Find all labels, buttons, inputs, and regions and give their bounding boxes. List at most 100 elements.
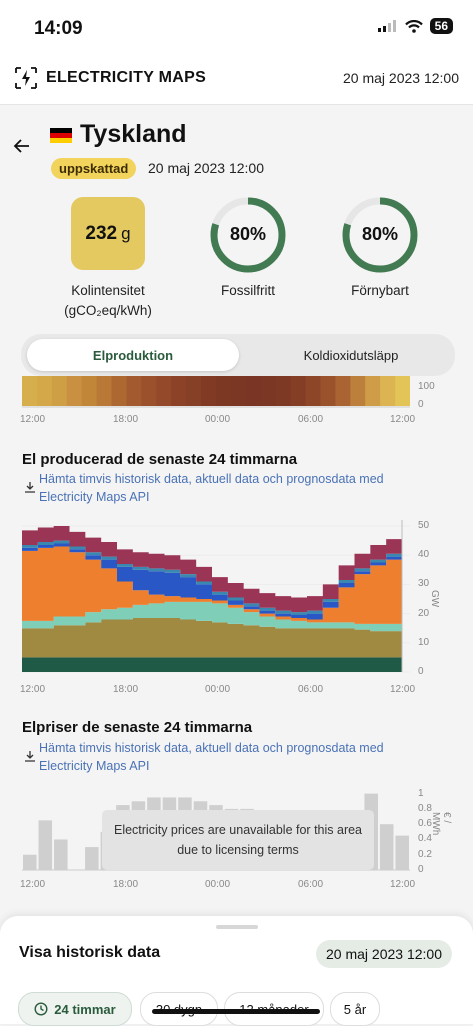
history-date[interactable]: 20 maj 2023 12:00: [316, 940, 452, 968]
intensity-cell[interactable]: [81, 376, 98, 406]
range-label: 24 timmar: [54, 1001, 116, 1017]
intensity-cell[interactable]: [365, 376, 381, 406]
price-x-tick: 00:00: [205, 879, 231, 890]
production-x-tick: 12:00: [20, 684, 46, 695]
production-chart[interactable]: [22, 520, 410, 678]
production-y-tick: 30: [418, 578, 430, 590]
intensity-cell[interactable]: [395, 376, 410, 406]
brand-name: ELECTRICITY MAPS: [46, 69, 207, 86]
wifi-icon: [404, 19, 423, 33]
zone-date: 20 maj 2023 12:00: [148, 160, 264, 176]
production-y-tick: 20: [418, 607, 430, 619]
estimated-badge[interactable]: uppskattad: [51, 158, 137, 179]
production-series-6[interactable]: [22, 526, 402, 613]
zone-title: Tyskland: [80, 120, 187, 148]
status-bar: 14:09 56: [0, 0, 473, 54]
price-bar[interactable]: [54, 839, 68, 870]
sheet-drag-handle[interactable]: [216, 925, 258, 929]
price-bar[interactable]: [395, 835, 409, 870]
electricity-maps-logo-icon: [15, 67, 37, 89]
status-time: 14:09: [34, 18, 83, 39]
intensity-cell[interactable]: [111, 376, 127, 406]
fossil-free-donut: [210, 197, 286, 273]
production-y-tick: 50: [418, 520, 430, 531]
intensity-cell[interactable]: [320, 376, 336, 406]
prices-api-link[interactable]: Hämta timvis historisk data, aktuell dat…: [39, 741, 384, 773]
price-y-tick: 0: [418, 864, 424, 875]
intensity-cell[interactable]: [216, 376, 232, 406]
back-arrow-icon[interactable]: [12, 136, 32, 156]
clock-icon: [34, 1002, 48, 1016]
intensity-cell[interactable]: [350, 376, 366, 406]
history-title: Visa historisk data: [19, 944, 161, 961]
price-y-tick: 0.4: [418, 833, 432, 845]
carbon-intensity-unit-label: (gCO₂eq/kWh): [64, 303, 152, 318]
production-series-3[interactable]: [22, 546, 402, 624]
fossil-free-arc: [210, 197, 286, 273]
status-icons: 56: [377, 18, 453, 34]
fossil-free-label: Fossilfritt: [221, 283, 275, 298]
intensity-cell[interactable]: [51, 376, 68, 406]
intensity-cell[interactable]: [230, 376, 247, 406]
strip-x-tick: 12:00: [390, 414, 416, 425]
carbon-intensity-box: 232 g: [71, 197, 145, 270]
carbon-intensity-strip[interactable]: [22, 376, 410, 408]
production-series-1[interactable]: [22, 617, 402, 658]
intensity-cell[interactable]: [290, 376, 307, 406]
price-x-tick: 12:00: [390, 879, 416, 890]
price-x-tick: 06:00: [298, 879, 324, 890]
price-bar[interactable]: [379, 824, 394, 870]
intensity-cell[interactable]: [260, 376, 277, 406]
download-icon: [25, 751, 35, 762]
carbon-intensity-label: Kolintensitet: [71, 283, 145, 298]
production-api-link[interactable]: Hämta timvis historisk data, aktuell dat…: [39, 472, 384, 504]
intensity-cell[interactable]: [380, 376, 396, 406]
strip-x-tick: 00:00: [205, 414, 231, 425]
intensity-cell[interactable]: [156, 376, 172, 406]
renewable-donut: [342, 197, 418, 273]
intensity-cell[interactable]: [275, 376, 292, 406]
production-x-tick: 00:00: [205, 684, 231, 695]
app-header: ELECTRICITY MAPS 20 maj 2023 12:00: [0, 54, 473, 105]
price-bar[interactable]: [38, 820, 53, 870]
chart-mode-toggle: Elproduktion Koldioxidutsläpp: [21, 334, 455, 376]
strip-x-tick: 12:00: [20, 414, 46, 425]
fossil-free-value: 80%: [229, 224, 267, 244]
intensity-cell[interactable]: [96, 376, 113, 406]
tab-elproduktion[interactable]: Elproduktion: [27, 339, 239, 371]
germany-flag-icon: [50, 128, 72, 143]
production-x-tick: 06:00: [298, 684, 324, 695]
intensity-cell[interactable]: [36, 376, 53, 406]
strip-y-tick: 100: [418, 381, 435, 392]
intensity-cell[interactable]: [126, 376, 142, 406]
tab-koldioxidutslapp[interactable]: Koldioxidutsläpp: [303, 347, 399, 363]
price-y-tick: 0.6: [418, 818, 432, 830]
prices-unavailable-message: Electricity prices are unavailable for t…: [102, 810, 374, 870]
header-date[interactable]: 20 maj 2023 12:00: [343, 70, 459, 86]
renewable-arc: [342, 197, 418, 273]
range-label: 5 år: [343, 1001, 367, 1017]
production-series-0[interactable]: [22, 657, 402, 672]
intensity-cell[interactable]: [201, 376, 217, 406]
intensity-cell[interactable]: [186, 376, 202, 406]
range-5-ar-button[interactable]: 5 år: [330, 992, 380, 1026]
price-y-tick: 0.2: [418, 848, 432, 860]
intensity-cell[interactable]: [66, 376, 83, 406]
price-bar[interactable]: [85, 847, 99, 870]
intensity-cell[interactable]: [245, 376, 262, 406]
intensity-cell[interactable]: [335, 376, 351, 406]
strip-x-tick: 18:00: [113, 414, 139, 425]
price-y-tick: 1: [418, 787, 424, 799]
price-x-tick: 18:00: [113, 879, 139, 890]
intensity-cell[interactable]: [305, 376, 321, 406]
cellular-signal-icon: [377, 20, 396, 32]
renewable-value: 80%: [361, 224, 399, 244]
intensity-cell[interactable]: [22, 376, 38, 406]
renewable-label: Förnybart: [351, 283, 409, 298]
intensity-cell[interactable]: [171, 376, 187, 406]
range-24-timmar-button[interactable]: 24 timmar: [18, 992, 132, 1026]
price-y-tick: 0.8: [418, 802, 432, 814]
production-y-tick: 10: [418, 636, 430, 648]
price-bar[interactable]: [23, 854, 37, 870]
intensity-cell[interactable]: [141, 376, 157, 406]
